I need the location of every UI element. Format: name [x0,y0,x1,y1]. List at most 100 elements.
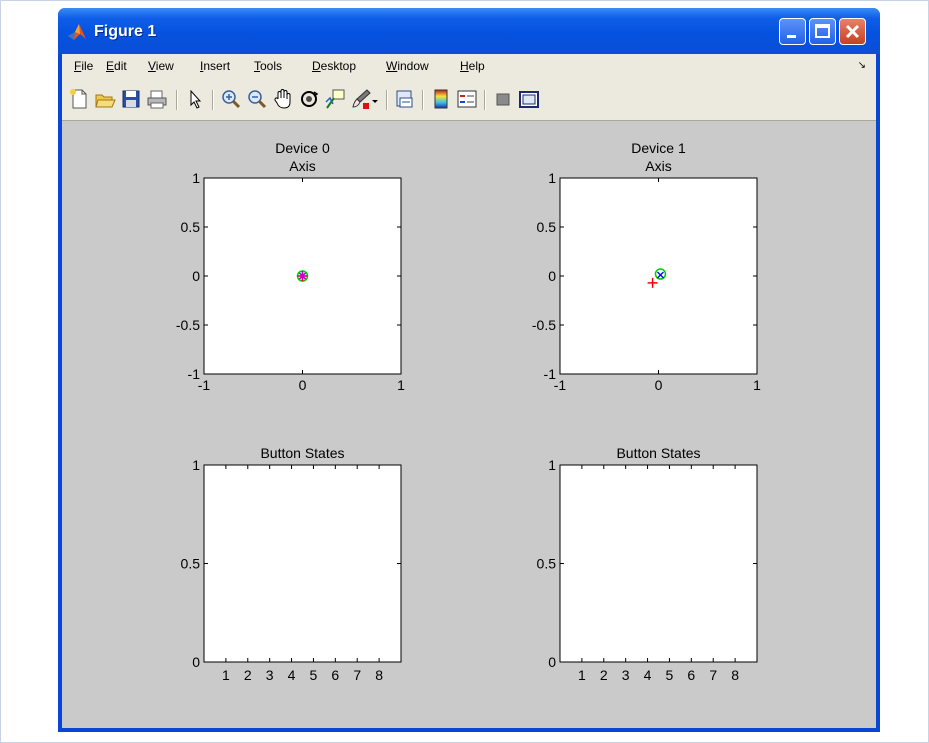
x-tick-label: 0 [655,377,663,393]
x-tick-label: 0 [299,377,307,393]
menu-dock-arrow-icon[interactable]: ↘ [857,60,866,71]
menu-window[interactable]: Window [386,59,429,73]
marker-x [657,271,664,279]
chart-subtitle: Axis [289,158,315,174]
new-figure-icon[interactable] [68,88,90,110]
title-bar[interactable]: Figure 1 [58,8,880,54]
x-tick-label: 6 [331,667,339,683]
axes-box [559,177,758,375]
close-icon [845,24,860,39]
x-tick-label: 7 [353,667,361,683]
x-tick-label: 7 [709,667,717,683]
zoom-out-icon[interactable] [246,88,268,110]
figure-toolbar [62,78,876,121]
x-tick-label: 3 [266,667,274,683]
y-tick-label: 0 [192,654,200,670]
chart-title: Button States [260,445,344,461]
marker-star [298,272,307,280]
pointer-icon[interactable] [184,88,206,110]
x-tick-label: 8 [731,667,739,683]
x-tick-label: 4 [288,667,296,683]
x-tick-label: 1 [222,667,230,683]
menu-desktop[interactable]: Desktop [312,59,357,73]
y-tick-label: 0.5 [537,556,557,572]
x-tick-label: -1 [198,377,211,393]
y-tick-label: 0.5 [537,219,557,235]
figure-window: Figure 1 ↘ File Edit View Insert Tools Deskto… [58,8,880,732]
y-tick-label: 0.5 [181,219,201,235]
toolbar-separator [484,90,486,110]
y-tick-label: -1 [188,366,201,382]
brush-icon[interactable] [350,88,372,110]
print-icon[interactable] [146,88,168,110]
chart-title: Button States [616,445,700,461]
save-icon[interactable] [120,88,142,110]
open-file-icon[interactable] [94,88,116,110]
toolbar-separator [212,90,214,110]
y-tick-label: 1 [548,457,556,473]
menu-view[interactable]: View [148,59,174,73]
toolbar-separator [386,90,388,110]
y-tick-label: 0 [192,268,200,284]
marker-plus [647,277,658,288]
y-tick-label: -0.5 [532,317,556,333]
x-tick-label: 5 [666,667,674,683]
menu-help[interactable]: Help [460,59,485,73]
toolbar-separator [422,90,424,110]
chart-subtitle: Axis [645,158,671,174]
colorbar-icon[interactable] [430,88,452,110]
y-tick-label: 1 [548,170,556,186]
window-title: Figure 1 [94,23,157,40]
maximize-icon [815,24,830,38]
axes-box [559,464,758,663]
menu-edit[interactable]: Edit [106,59,127,73]
hide-plot-tools-icon[interactable] [492,88,514,110]
chart-title: Device 0 [275,140,330,156]
menu-file[interactable]: File [74,59,94,73]
x-tick-label: 1 [753,377,761,393]
menu-bar: ↘ File Edit View Insert Tools Desktop Window He… [62,54,876,78]
menu-tools[interactable]: Tools [254,59,283,73]
x-tick-label: 8 [375,667,383,683]
x-tick-label: 4 [644,667,652,683]
marker-circle [654,268,667,280]
y-tick-label: -0.5 [176,317,200,333]
chart-title: Device 1 [631,140,686,156]
x-tick-label: -1 [554,377,567,393]
y-tick-label: 0 [548,654,556,670]
zoom-in-icon[interactable] [220,88,242,110]
maximize-button[interactable] [809,18,836,45]
axes-box [203,464,402,663]
y-tick-label: 1 [192,457,200,473]
axes-1: Device 1 Axis 1 0.5 0 -0.5 -1-1 0 1 [532,140,761,393]
close-button[interactable] [839,18,866,45]
figure-client-area: ↘ File Edit View Insert Tools Desktop Window He… [62,54,876,728]
x-tick-label: 1 [397,377,405,393]
x-tick-label: 5 [310,667,318,683]
x-tick-label: 1 [578,667,586,683]
x-tick-label: 2 [600,667,608,683]
y-tick-label: 0 [548,268,556,284]
brush-dropdown-icon[interactable] [370,88,380,110]
rotate-3d-icon[interactable] [298,88,320,110]
minimize-icon [787,35,796,38]
x-tick-label: 3 [622,667,630,683]
x-tick-label: 6 [687,667,695,683]
x-tick-label: 2 [244,667,252,683]
link-plot-icon[interactable] [394,88,416,110]
axes-0: Device 0 Axis 1 0.5 0 -0.5 -1-1 0 1 [176,140,405,393]
matlab-logo-icon [68,24,86,40]
legend-icon[interactable] [456,88,478,110]
minimize-button[interactable] [779,18,806,45]
show-plot-tools-icon[interactable] [518,88,540,110]
data-cursor-icon[interactable] [324,88,346,110]
toolbar-separator [176,90,178,110]
y-tick-label: 1 [192,170,200,186]
pan-hand-icon[interactable] [272,88,294,110]
menu-insert[interactable]: Insert [200,59,231,73]
y-tick-label: 0.5 [181,556,201,572]
y-tick-label: -1 [544,366,557,382]
